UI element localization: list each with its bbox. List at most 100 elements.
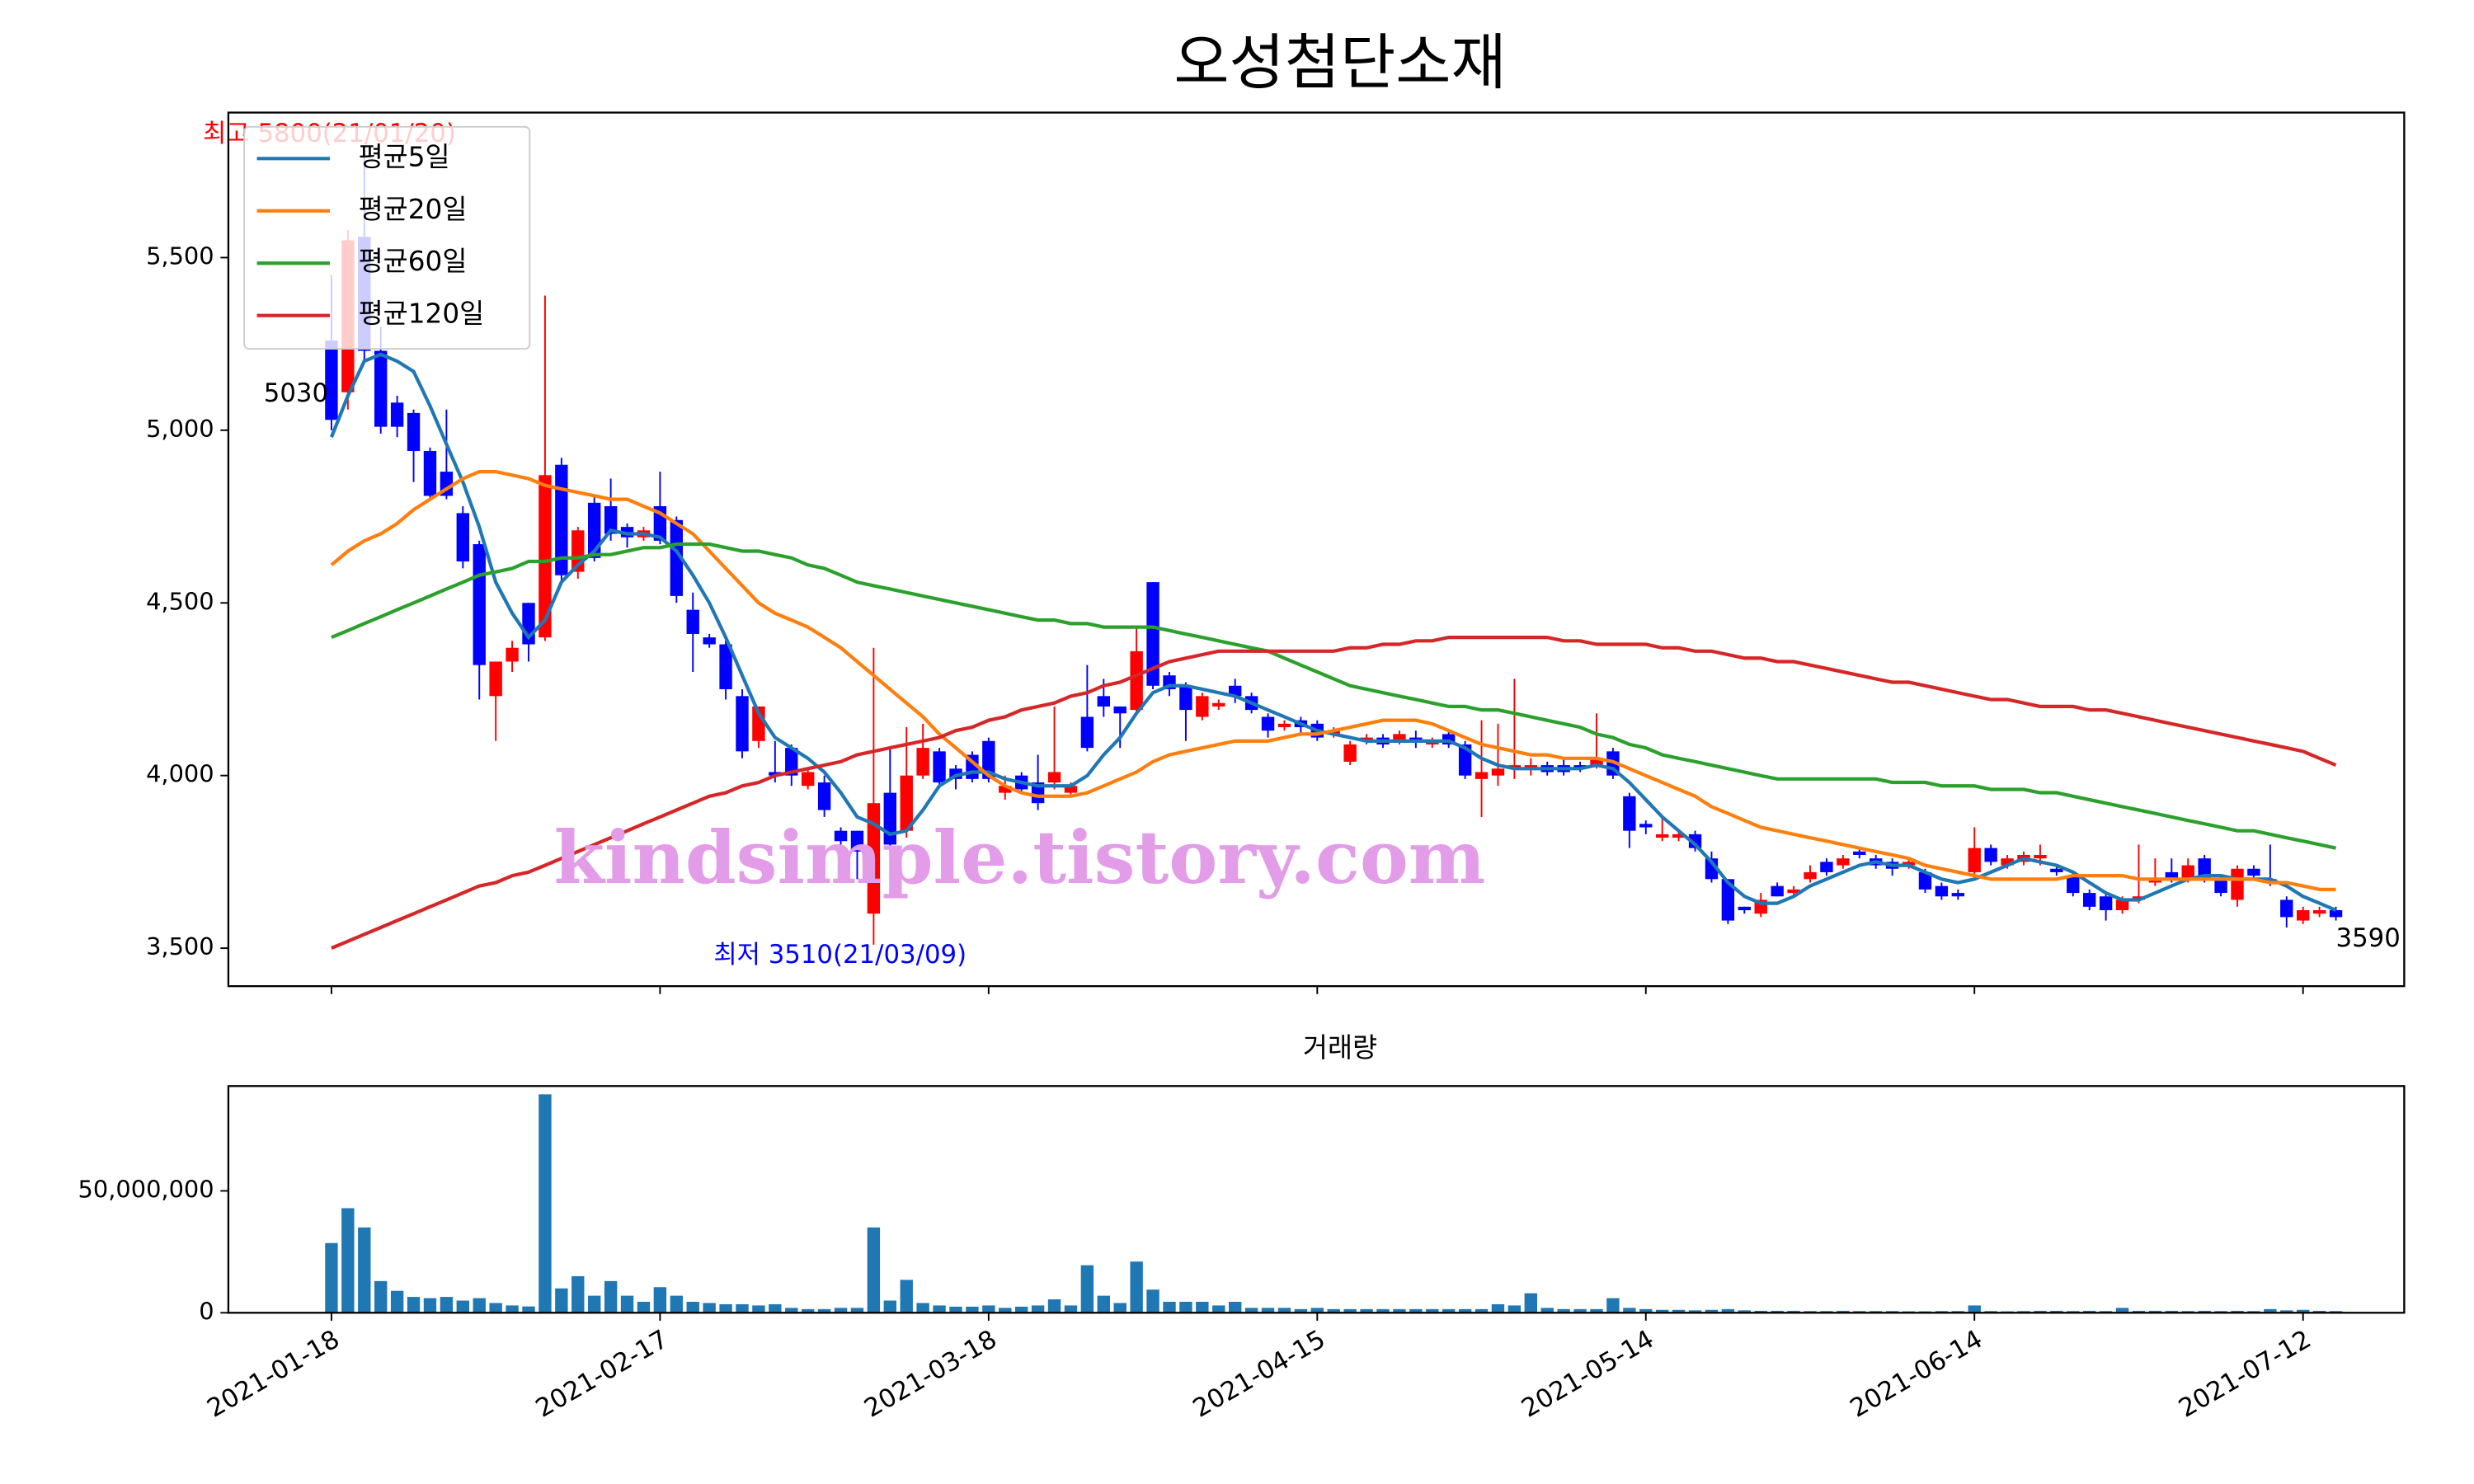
candle-body <box>916 748 929 776</box>
volume-bar <box>1031 1305 1045 1313</box>
volume-bar <box>1475 1308 1489 1313</box>
candle-body <box>1458 744 1472 776</box>
volume-bar <box>1015 1306 1028 1313</box>
candle-body <box>817 782 831 810</box>
candle-body <box>604 505 618 534</box>
volume-bar <box>637 1302 651 1313</box>
volume-bar <box>489 1303 502 1313</box>
candle-body <box>588 502 601 558</box>
plot-frame <box>227 1085 2406 1314</box>
volume-bar <box>850 1308 864 1313</box>
candle-body <box>1787 889 1800 894</box>
candle-body <box>506 647 519 662</box>
volume-bar <box>1672 1309 1686 1313</box>
candle-body <box>2115 899 2129 911</box>
volume-bar <box>2312 1310 2326 1313</box>
volume-bar <box>2115 1308 2129 1313</box>
y-tick-label: 0 <box>199 1297 214 1325</box>
volume-bar <box>1968 1305 1981 1313</box>
candle-body <box>1130 650 1143 711</box>
candle-body <box>1672 834 1686 838</box>
ma-line <box>331 635 2337 950</box>
candle-body <box>1639 824 1653 828</box>
candle-body <box>1738 906 1751 911</box>
volume-bar <box>1047 1299 1061 1313</box>
candle-body <box>999 786 1012 793</box>
candle-body <box>1080 716 1094 749</box>
volume-bar <box>1294 1308 1308 1313</box>
volume-bar <box>1524 1293 1537 1313</box>
candle-body <box>1590 758 1603 766</box>
volume-bar <box>1179 1302 1192 1313</box>
volume-bar <box>999 1308 1012 1313</box>
volume-bar <box>916 1303 929 1313</box>
candle-body <box>2083 893 2096 907</box>
volume-bar <box>555 1288 568 1313</box>
volume-bar <box>1212 1305 1225 1313</box>
volume-bar <box>407 1297 421 1313</box>
volume-bar <box>1606 1298 1620 1313</box>
volume-bar <box>2280 1310 2293 1313</box>
volume-bar <box>1688 1310 1702 1313</box>
candle-body <box>374 350 388 427</box>
candle-body <box>1984 848 1997 862</box>
close-label: 5030 <box>264 378 328 408</box>
volume-bar <box>588 1295 601 1313</box>
candle-body <box>555 464 568 575</box>
volume-bar <box>900 1280 913 1313</box>
candle-body <box>2067 876 2080 894</box>
candle-body <box>1623 796 1636 831</box>
volume-bar <box>1229 1302 1242 1313</box>
candle-body <box>1491 768 1505 776</box>
y-tick-label: 4,500 <box>146 587 214 615</box>
candle-body <box>1097 696 1110 707</box>
candle-body <box>325 340 338 420</box>
plot-frame <box>227 111 2406 988</box>
volume-bar <box>1721 1308 1735 1313</box>
candle-body <box>2099 896 2113 911</box>
volume-bar <box>653 1287 667 1313</box>
volume-bar <box>522 1306 535 1313</box>
y-tick-label: 5,000 <box>146 415 214 443</box>
candle-body <box>1146 582 1159 686</box>
volume-bar <box>686 1302 699 1313</box>
candle-body <box>1261 716 1275 731</box>
y-tick-label: 4,000 <box>146 760 214 788</box>
candle-body <box>850 830 864 852</box>
candle-body <box>1047 772 1061 783</box>
close-label: 3590 <box>2336 923 2401 953</box>
candle-body <box>1656 834 1669 838</box>
candle-body <box>736 696 749 752</box>
legend-label: 평균5일 <box>359 141 450 172</box>
volume-bar <box>802 1308 815 1313</box>
candle-body <box>2001 858 2014 866</box>
candle-body <box>1771 885 1784 897</box>
volume-bar <box>752 1305 765 1313</box>
volume-bar <box>1738 1310 1751 1313</box>
y-tick-label: 50,000,000 <box>78 1175 214 1203</box>
candle-body <box>2312 910 2326 914</box>
volume-bar <box>1557 1308 1570 1313</box>
candle-body <box>2050 868 2063 872</box>
volume-bar <box>571 1275 585 1313</box>
volume-bar <box>933 1305 946 1313</box>
volume-bar <box>2148 1310 2162 1313</box>
volume-bar <box>785 1308 798 1313</box>
volume-bar <box>817 1308 831 1313</box>
volume-bar <box>834 1308 848 1313</box>
candle-body <box>2247 868 2260 876</box>
volume-bar <box>604 1280 618 1313</box>
volume-bar <box>620 1295 634 1313</box>
candle-body <box>1902 862 1916 866</box>
candle-body <box>2214 879 2227 894</box>
volume-bar <box>1507 1305 1522 1313</box>
volume-bar <box>440 1297 454 1313</box>
candle-body <box>834 830 848 842</box>
candle-body <box>473 544 486 665</box>
volume-bar <box>1244 1308 1258 1313</box>
volume-bar <box>1426 1308 1439 1313</box>
candle-body <box>1229 685 1242 697</box>
volume-bar <box>1310 1308 1324 1313</box>
volume-bar <box>1705 1309 1719 1313</box>
